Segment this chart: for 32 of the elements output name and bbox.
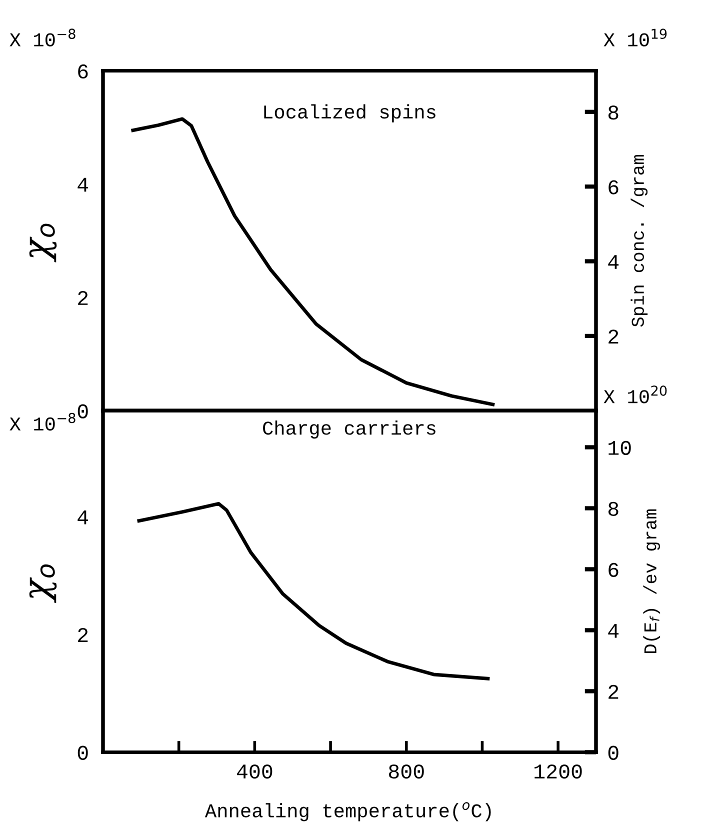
y2-tick-label: 8	[608, 502, 618, 516]
y2-tick-label: 8	[608, 106, 618, 120]
y2-tick-label: 0	[608, 746, 618, 760]
y2-tick-label: 2	[608, 330, 618, 344]
y-tick-label: 0	[78, 404, 88, 418]
text: Localized spins	[264, 104, 436, 122]
y-tick-label: 2	[78, 290, 88, 305]
y-tick-label: 6	[78, 64, 88, 79]
y2-tick-label: 6	[608, 180, 618, 194]
y2-axis-title: D(E$_{f}$) /ev gram	[643, 509, 660, 654]
x-tick-label: 400	[236, 764, 272, 779]
x-tick-label: 800	[388, 764, 424, 779]
text: X 10$^{19}$	[604, 28, 667, 46]
y2-tick-label: 6	[608, 562, 618, 577]
x-tick-label: 1200	[534, 764, 582, 779]
y2-tick-label: 2	[608, 684, 618, 699]
y2-tick-label: 4	[608, 255, 619, 269]
y-tick-label: 2	[78, 628, 88, 642]
line-series	[137, 502, 490, 680]
y-tick-label: 4	[78, 510, 88, 524]
y2-axis-title: Spin conc. /gram	[630, 154, 648, 327]
y-axis-title: χ$_{o}$	[29, 224, 57, 262]
y2-tick-label: 10	[608, 440, 631, 456]
text: X 10$^{−8}$	[10, 28, 76, 46]
y2-tick-label: 4	[608, 624, 619, 638]
text: X 10$^{20}$	[604, 386, 667, 404]
y-tick-label: 0	[78, 746, 88, 760]
y-axis-title: χ$_{o}$	[29, 564, 57, 604]
y-tick-label: 4	[78, 178, 88, 192]
x-axis-title: Annealing temperature($^{o}$C)	[204, 802, 491, 822]
chart-title: Charge carriers	[263, 420, 436, 439]
text: X 10$^{−8}$	[10, 412, 76, 431]
